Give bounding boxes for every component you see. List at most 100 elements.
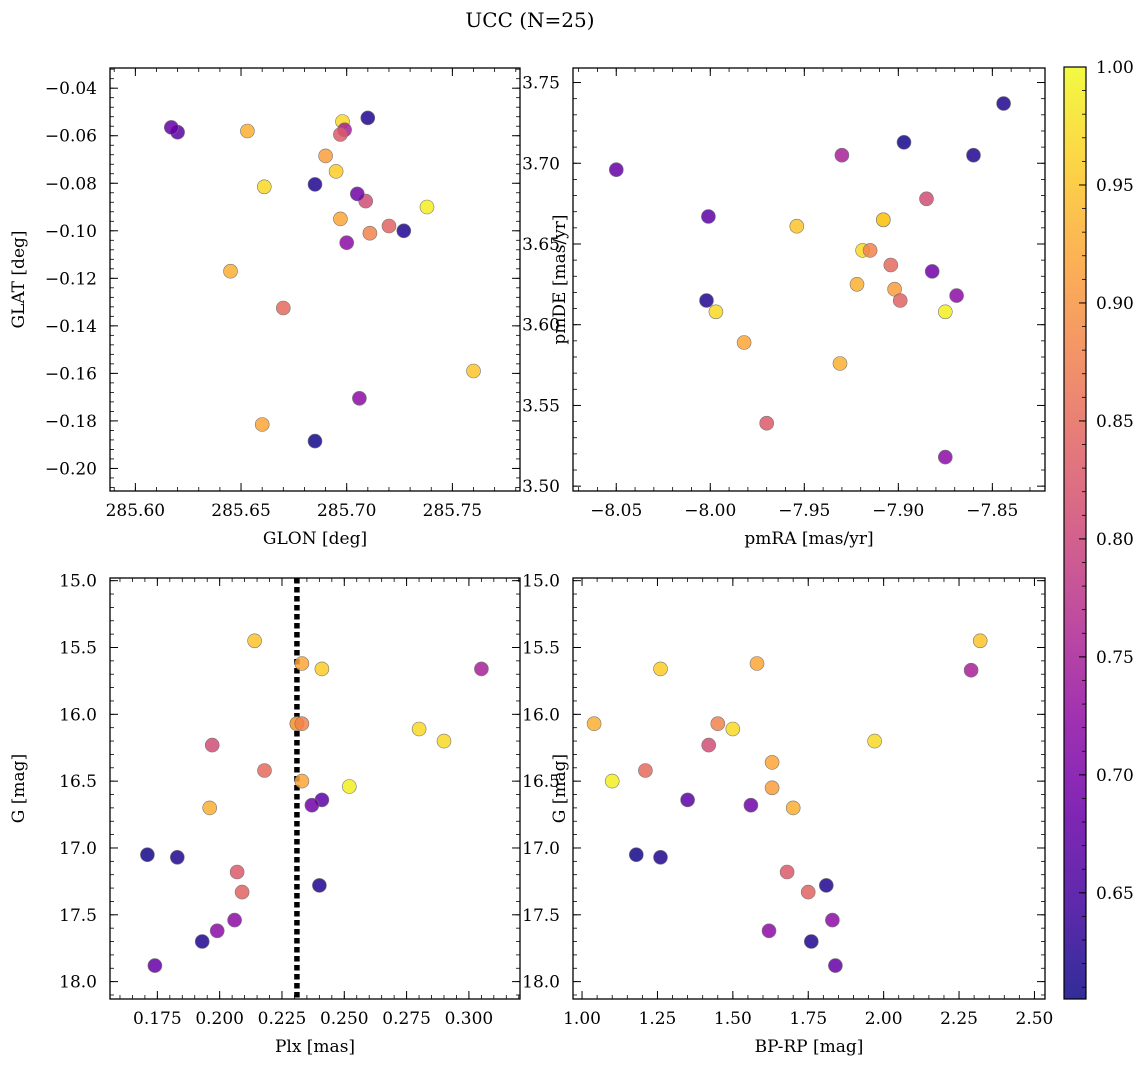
data-point (638, 763, 653, 778)
colorbar-tick-label: 1.00 (1096, 58, 1134, 78)
data-point (759, 415, 775, 431)
x-tick-label: −8.05 (590, 501, 642, 521)
data-point (680, 792, 695, 808)
data-point (257, 763, 272, 778)
y-tick-label: −0.12 (45, 269, 97, 289)
x-tick-label: 0.225 (258, 1009, 307, 1029)
data-point (436, 733, 452, 749)
y-tick-label: 3.55 (522, 396, 560, 416)
panels: 285.60 285.65 285.70 285.75 −0.20 −0.18 −0.16 −… (9, 67, 1053, 1057)
figure-title: UCC (N=25) (465, 8, 594, 32)
plot-frame (109, 577, 521, 1000)
colorbar-tick-label: 0.80 (1096, 530, 1134, 550)
data-point (653, 661, 668, 677)
data-point (474, 661, 489, 677)
x-tick-label: 285.70 (317, 501, 376, 521)
data-point (147, 958, 163, 973)
data-point (701, 737, 717, 753)
data-point (227, 912, 242, 928)
y-tick-label: 17.5 (59, 906, 97, 926)
data-point (362, 225, 378, 241)
data-point (339, 235, 355, 250)
data-point (789, 218, 805, 234)
data-point (307, 177, 323, 192)
data-point (849, 276, 865, 292)
panel-plx-g: 0.175 0.200 0.225 0.250 0.275 0.300 15.0 15.5 16… (9, 572, 521, 1057)
y-tick-label: 16.0 (59, 705, 97, 725)
x-tick-label: 1.75 (789, 1009, 827, 1029)
data-point (937, 449, 953, 465)
data-point (234, 884, 250, 900)
data-point (586, 716, 602, 732)
data-point (764, 780, 780, 796)
y-axis-label: GLAT [deg] (9, 230, 29, 328)
data-point (818, 878, 834, 893)
data-point (360, 110, 376, 126)
data-point (628, 847, 644, 863)
data-point (749, 656, 765, 671)
data-point (743, 797, 759, 813)
panel-pmra-pmde: −8.05 −8.00 −7.95 −7.90 −7.85 3.50 3.55 3.60 3.6… (522, 67, 1046, 549)
data-point (247, 633, 262, 649)
data-point (825, 912, 840, 928)
data-point (294, 656, 310, 671)
x-tick-label: −7.85 (966, 501, 1018, 521)
data-point (341, 779, 357, 794)
data-point (963, 662, 979, 678)
y-tick-label: 15.0 (522, 572, 560, 592)
data-point (896, 135, 912, 150)
y-tick-label: 3.50 (522, 477, 560, 497)
data-point (202, 800, 217, 816)
data-point (949, 288, 964, 303)
panel-glon-glat: 285.60 285.65 285.70 285.75 −0.20 −0.18 −0.16 −… (9, 67, 521, 549)
data-point (800, 884, 816, 900)
data-point (194, 934, 210, 949)
panel-bprp-g: 1.00 1.25 1.50 1.75 2.00 2.25 2.50 15.0 15.5 16.0… (522, 572, 1053, 1057)
data-point (924, 264, 940, 279)
y-axis-label: pmDE [mas/yr] (550, 214, 570, 344)
y-tick-label: 17.0 (522, 839, 560, 859)
data-point (204, 737, 220, 753)
data-point (381, 218, 397, 234)
x-axis-label: Plx [mas] (275, 1037, 355, 1057)
data-point (996, 96, 1011, 111)
x-tick-label: 0.300 (445, 1009, 494, 1029)
y-tick-label: 16.0 (522, 705, 560, 725)
data-point (349, 186, 365, 202)
data-point (919, 191, 934, 207)
data-point (140, 847, 155, 863)
data-point (828, 958, 843, 973)
y-tick-label: 17.5 (522, 906, 560, 926)
y-tick-label: 18.0 (59, 973, 97, 993)
x-axis-label: GLON [deg] (263, 529, 367, 549)
colorbar-tick-label: 0.85 (1096, 412, 1134, 432)
x-tick-label: 0.175 (133, 1009, 182, 1029)
colorbar: 0.65 0.70 0.75 0.80 0.85 0.90 0.95 1.00 (1063, 58, 1134, 1000)
colorbar-tick-label: 0.70 (1096, 766, 1134, 786)
data-point (254, 417, 270, 432)
colorbar-tick-label: 0.75 (1096, 648, 1134, 668)
data-point (223, 263, 238, 279)
data-point (708, 304, 724, 320)
data-point (411, 721, 427, 737)
y-tick-label: −0.20 (45, 459, 97, 479)
data-point (314, 661, 330, 677)
y-tick-label: 3.60 (522, 316, 560, 336)
data-point (653, 849, 668, 865)
plot-frame (572, 577, 1046, 1000)
y-axis-label: G [mag] (9, 754, 29, 823)
x-tick-label: 285.60 (106, 501, 165, 521)
x-tick-label: 0.275 (382, 1009, 431, 1029)
data-point (333, 127, 348, 142)
y-tick-label: 16.5 (59, 772, 97, 792)
colorbar-tick-label: 0.95 (1096, 176, 1134, 196)
data-point (256, 179, 272, 195)
y-tick-label: 15.5 (59, 638, 97, 658)
plot-frame (572, 67, 1046, 492)
x-tick-label: 2.25 (940, 1009, 978, 1029)
x-tick-label: −8.00 (684, 501, 736, 521)
data-point (318, 148, 333, 164)
y-tick-label: −0.14 (45, 317, 97, 337)
colorbar-tick-label: 0.90 (1096, 294, 1134, 314)
